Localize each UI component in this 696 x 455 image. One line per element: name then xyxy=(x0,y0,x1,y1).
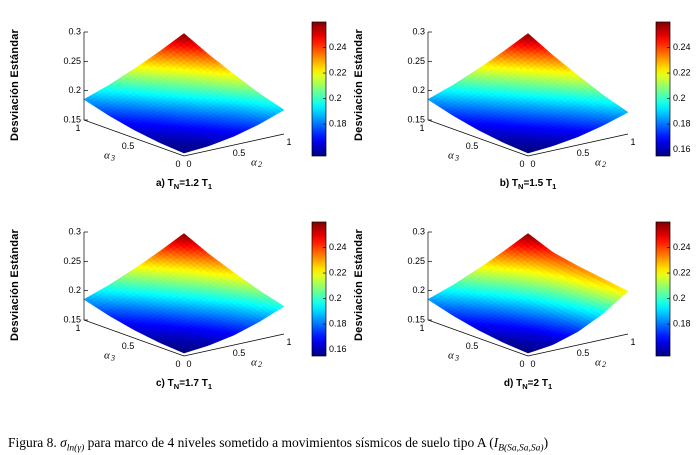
subplot-d-caption: d) TN=2 T1 xyxy=(398,378,658,391)
caption-text-part: c) T xyxy=(155,378,174,389)
surface-plot-a-canvas xyxy=(18,6,350,178)
subplot-c: Desviación Estándar c) TN=1.7 T1 xyxy=(8,206,354,398)
caption-sub-part: N xyxy=(173,382,180,391)
subplot-d: Desviación Estándar d) TN=2 T1 xyxy=(352,206,696,398)
caption-sub-part: N xyxy=(173,182,180,191)
subplot-a: Desviación Estándar a) TN=1.2 T1 xyxy=(8,6,354,198)
caption-sub-part: N xyxy=(522,382,528,391)
subplot-b-caption: b) TN=1.5 T1 xyxy=(398,178,658,191)
surface-plot-d-canvas xyxy=(362,206,694,378)
caption-sub-part: 1 xyxy=(207,182,212,191)
caption-text-part: =2 T xyxy=(527,378,548,389)
caption-text-part: =1.5 T xyxy=(523,178,553,189)
sigma-symbol: σ xyxy=(60,434,67,450)
caption-text-part: Figura 8. xyxy=(8,434,61,450)
caption-text-part: =1.7 T xyxy=(179,378,208,389)
figure-caption: Figura 8. σln(γ) para marco de 4 niveles… xyxy=(8,435,692,454)
caption-text-part: b) T xyxy=(499,178,519,189)
caption-text-part: d) T xyxy=(503,378,523,389)
caption-text-part: ) xyxy=(543,434,549,450)
intensity-variable: I xyxy=(493,434,499,450)
caption-sub-part: 1 xyxy=(207,382,212,391)
subplot-b: Desviación Estándar b) TN=1.5 T1 xyxy=(352,6,696,198)
subplot-c-caption: c) TN=1.7 T1 xyxy=(54,378,314,391)
caption-sub-part: N xyxy=(518,182,524,191)
caption-text-part: a) T xyxy=(155,178,174,189)
caption-text-part: =1.2 T xyxy=(179,178,208,189)
subplot-a-caption: a) TN=1.2 T1 xyxy=(54,178,314,191)
surface-plot-c-canvas xyxy=(18,206,350,378)
surface-plot-b-canvas xyxy=(362,6,694,178)
caption-sub-part: 1 xyxy=(547,382,553,391)
caption-text-part: para marco de 4 niveles sometido a movim… xyxy=(84,434,494,450)
caption-sub-part: 1 xyxy=(552,182,557,191)
sigma-subscript: ln(γ) xyxy=(66,443,85,454)
intensity-subscript: B(Sa,Sa,Sa) xyxy=(498,443,544,454)
